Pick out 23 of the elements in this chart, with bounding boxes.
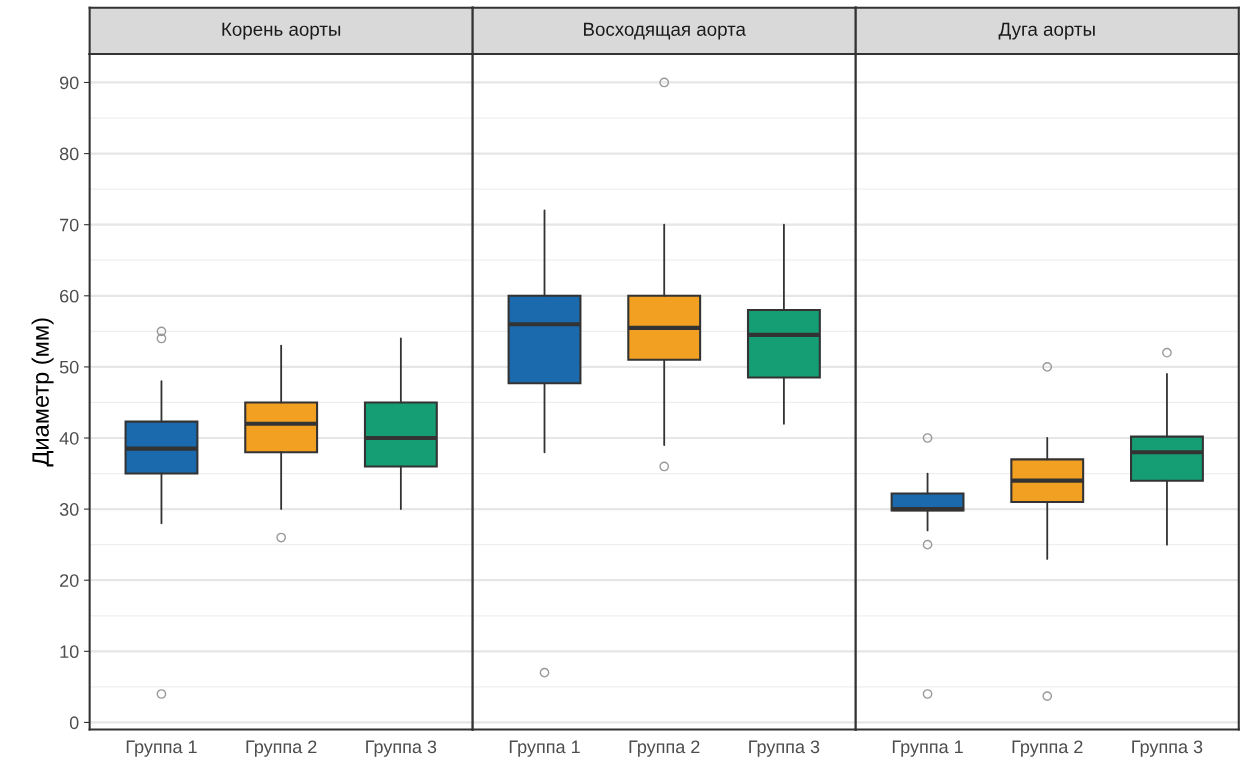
x-tick-label: Группа 1 (126, 740, 197, 757)
x-tick-label: Группа 1 (509, 740, 580, 757)
y-axis-title: Диаметр (мм) (31, 318, 54, 467)
y-tick-label: 70 (60, 218, 79, 232)
x-tick-label: Группа 1 (892, 740, 963, 757)
x-tick-label: Группа 3 (366, 740, 437, 757)
y-tick-label: 50 (59, 360, 79, 374)
y-tick-label: 30 (59, 503, 79, 516)
y-tick-label: 10 (60, 645, 79, 659)
chart-title: Корень аорты (222, 22, 341, 40)
y-tick-label: 20 (60, 574, 79, 587)
y-tick-label: 90 (59, 76, 79, 90)
y-tick-label: 60 (60, 289, 79, 303)
chart-title: Дуга аорты (998, 22, 1095, 40)
x-tick-label: Группа 3 (749, 740, 820, 757)
x-tick-label: Группа 3 (1132, 740, 1203, 757)
x-tick-label: Группа 2 (1012, 740, 1083, 757)
y-tick-label: 0 (69, 716, 79, 730)
x-tick-label: Группа 2 (246, 740, 317, 757)
y-tick-label: 40 (59, 431, 79, 445)
y-tick-label: 80 (59, 147, 79, 161)
x-tick-label: Группа 2 (629, 740, 700, 757)
chart-title: Восходящая аорта (584, 22, 746, 40)
